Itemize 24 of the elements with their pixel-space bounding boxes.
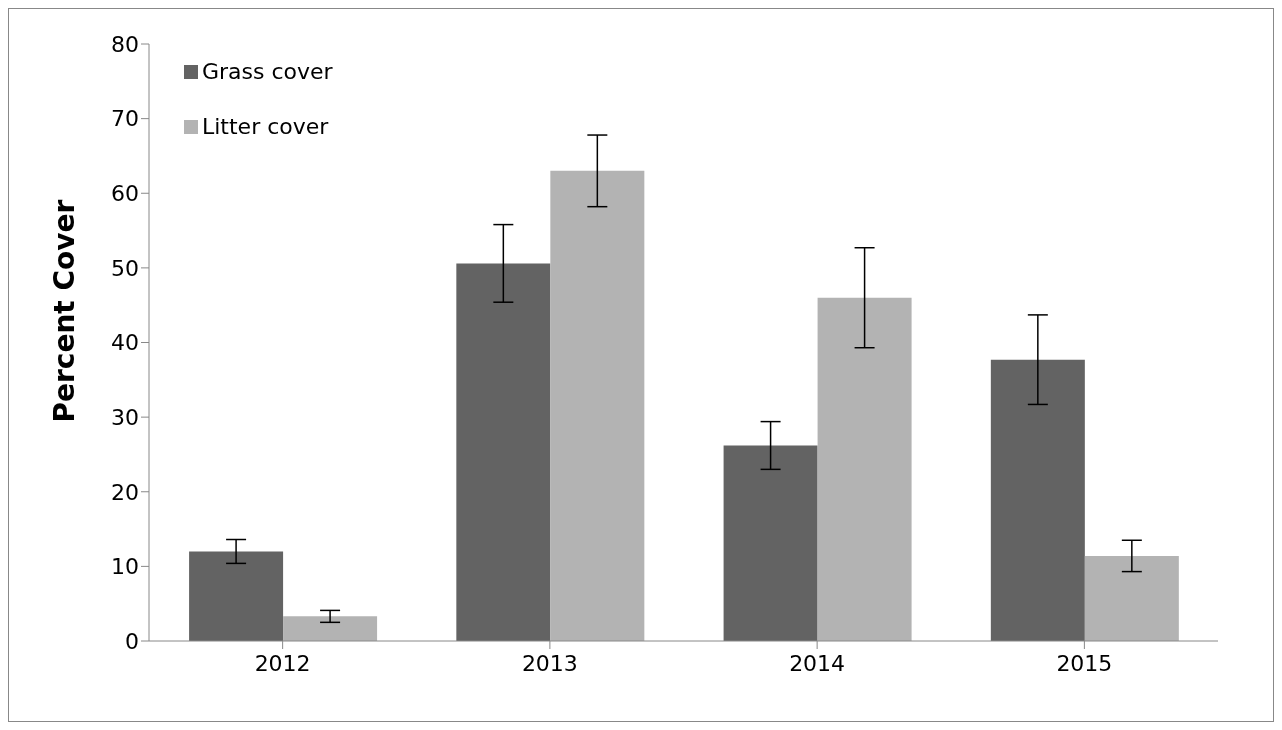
bar <box>189 551 284 641</box>
y-tick-label: 60 <box>111 181 139 207</box>
x-tick-label: 2015 <box>1056 650 1113 676</box>
bar <box>283 616 378 641</box>
bar <box>817 297 912 641</box>
bar <box>990 359 1085 641</box>
bar <box>456 263 551 641</box>
y-tick-label: 40 <box>111 330 139 356</box>
y-tick-label: 10 <box>111 554 139 580</box>
y-tick-label: 50 <box>111 255 139 281</box>
y-tick-label: 20 <box>111 479 139 505</box>
legend-label: Grass cover <box>202 59 333 84</box>
bar <box>1084 555 1179 641</box>
x-tick-label: 2014 <box>789 650 846 676</box>
x-tick-label: 2012 <box>254 650 311 676</box>
bar <box>550 170 645 641</box>
y-tick-label: 30 <box>111 404 139 430</box>
x-tick-label: 2013 <box>521 650 578 676</box>
legend-label: Litter cover <box>202 114 329 139</box>
y-tick-label: 80 <box>111 31 139 57</box>
bar <box>723 445 818 641</box>
y-axis-title: Percent Cover <box>47 199 81 423</box>
y-tick-label: 70 <box>111 106 139 132</box>
y-tick-label: 0 <box>125 628 139 654</box>
